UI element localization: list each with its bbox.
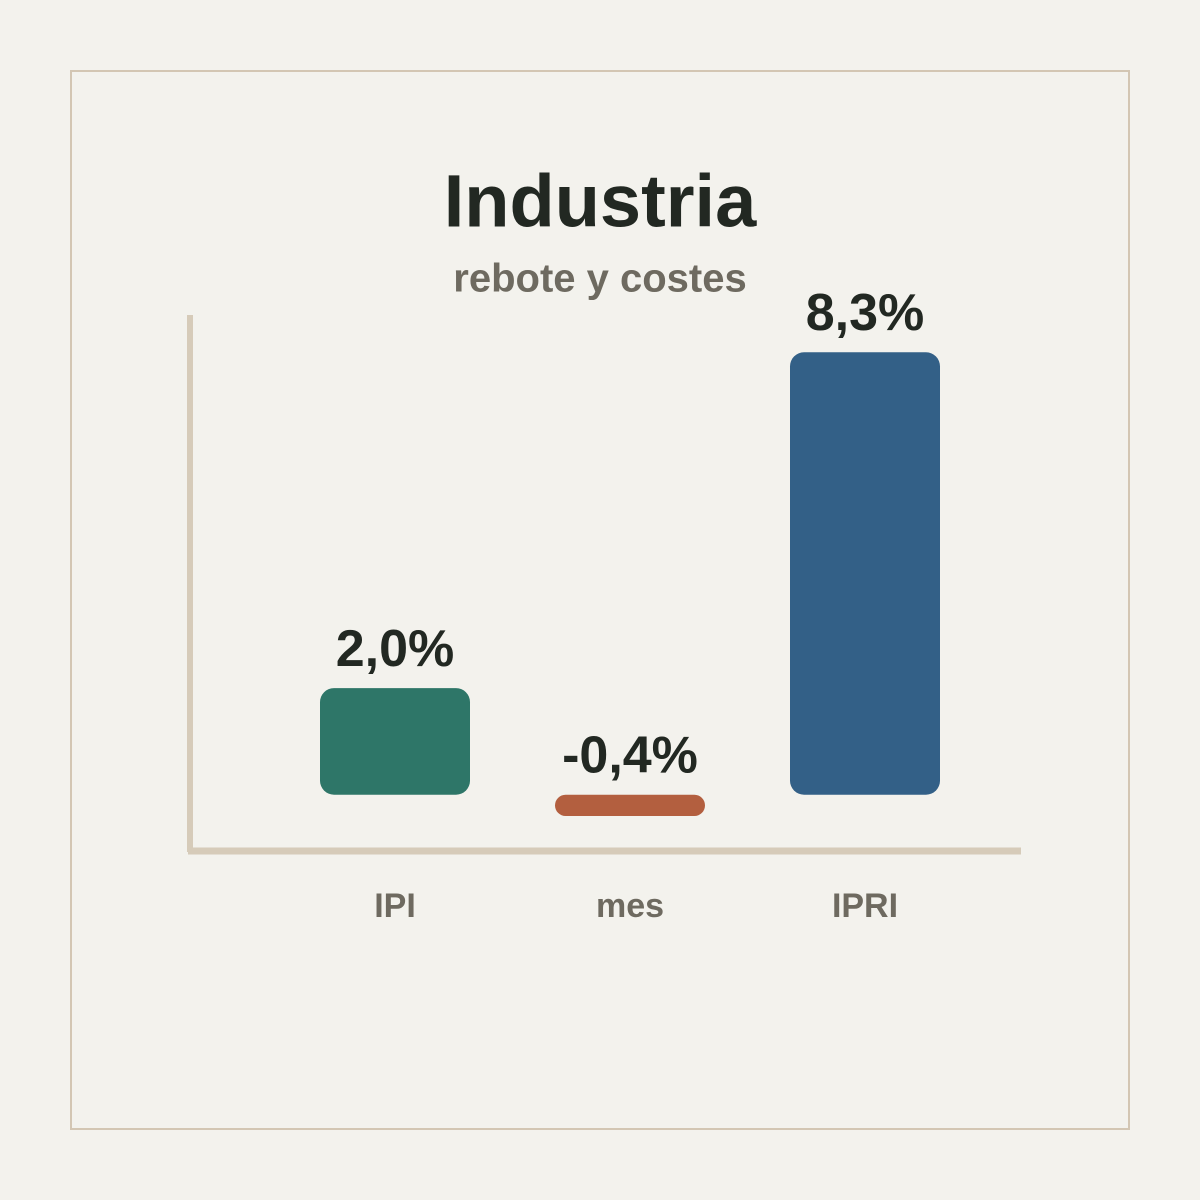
- bar: [790, 352, 940, 795]
- value-label: 2,0%: [336, 620, 455, 678]
- x-tick-label: mes: [596, 887, 664, 925]
- x-tick-label: IPI: [374, 887, 416, 925]
- chart-title: Industria: [444, 160, 757, 243]
- value-label: 8,3%: [806, 284, 925, 342]
- frame: [70, 70, 1130, 1130]
- value-label: -0,4%: [562, 726, 698, 784]
- bar: [320, 688, 470, 795]
- chart-subtitle: rebote y costes: [453, 257, 746, 301]
- bar: [555, 794, 705, 817]
- x-tick-label: IPRI: [832, 887, 898, 925]
